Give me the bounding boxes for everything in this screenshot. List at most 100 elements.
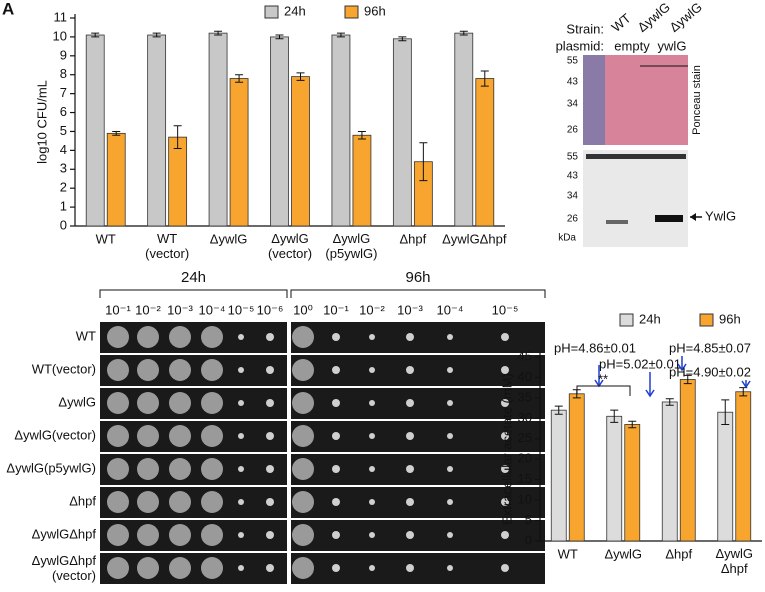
colony-spot	[266, 531, 274, 539]
colony-spot	[137, 557, 159, 579]
colony-spot	[292, 458, 314, 480]
blot-strain: WT	[608, 10, 633, 35]
spot-row	[100, 454, 287, 485]
colony-spot	[501, 399, 509, 407]
bar	[624, 424, 641, 542]
colony-spot	[292, 425, 314, 447]
dilution-label: 10⁻⁴	[199, 302, 226, 317]
bar	[331, 34, 351, 227]
bar	[454, 32, 474, 227]
arrowhead	[741, 380, 751, 389]
colony-spot	[447, 466, 453, 472]
colony-spot	[266, 399, 274, 407]
annotation: pH=4.86±0.01	[554, 340, 636, 355]
dilution-label: 10⁻⁵	[492, 302, 519, 317]
y-tick-label: 40	[518, 369, 532, 384]
colony-spot	[201, 326, 223, 348]
bar	[568, 393, 585, 542]
colony-spot	[369, 367, 375, 373]
dilution-label: 10⁻³	[397, 302, 423, 317]
colony-spot	[238, 367, 244, 373]
colony-spot	[501, 432, 509, 440]
bar	[106, 132, 126, 227]
annotation: pH=4.85±0.07	[669, 340, 751, 355]
colony-spot	[447, 433, 453, 439]
blot-strain-label: Strain:	[566, 21, 604, 36]
y-tick-label: 2	[60, 180, 67, 195]
colony-spot	[332, 432, 340, 440]
bar	[352, 134, 372, 227]
bar	[168, 136, 188, 227]
spot-assay	[100, 322, 545, 584]
y-tick-label: 0	[525, 532, 532, 547]
spot-row	[100, 322, 287, 353]
error-bar	[419, 142, 428, 182]
dilution-label: 10⁻¹	[105, 302, 131, 317]
annotation: **	[598, 371, 608, 386]
error-bar	[610, 409, 619, 423]
error-bar	[152, 32, 161, 38]
bar	[229, 78, 249, 227]
error-bar	[275, 34, 284, 40]
colony-spot	[332, 333, 340, 341]
colony-spot	[201, 458, 223, 480]
blot-strain: ΔywlG	[634, 0, 672, 35]
colony-spot	[406, 564, 414, 572]
colony-spot	[169, 326, 191, 348]
colony-spot	[292, 491, 314, 513]
bar	[661, 401, 678, 542]
legend-swatch	[619, 313, 634, 327]
colony-spot	[406, 465, 414, 473]
colony-spot	[332, 564, 340, 572]
blot-strain: ΔywlG	[666, 0, 704, 35]
colony-spot	[107, 524, 129, 546]
colony-spot	[369, 400, 375, 406]
marker-label: 55	[567, 56, 579, 67]
colony-spot	[266, 465, 274, 473]
arrowhead	[645, 389, 655, 398]
bar	[679, 379, 696, 542]
dilution-label: 10⁻²	[359, 302, 385, 317]
legend-swatch	[344, 5, 359, 19]
marker-label: 43	[567, 171, 579, 182]
colony-spot	[238, 499, 244, 505]
colony-spot	[406, 399, 414, 407]
colony-spot	[406, 333, 414, 341]
y-tick-label: 1	[60, 199, 67, 214]
strain-label: ΔywlGΔhpf	[32, 526, 97, 541]
colony-spot	[406, 366, 414, 374]
annotation: pH=4.90±0.02	[669, 364, 751, 379]
bar	[208, 32, 228, 227]
y-tick-label: 15	[518, 471, 532, 486]
colony-spot	[137, 524, 159, 546]
colony-spot	[137, 359, 159, 381]
annotation: pH=5.02±0.01	[599, 356, 681, 371]
y-tick-label: 10	[53, 28, 67, 43]
time-label: 24h	[181, 269, 206, 286]
colony-spot	[169, 524, 191, 546]
colony-spot	[137, 326, 159, 348]
colony-spot	[266, 564, 274, 572]
colony-spot	[447, 400, 453, 406]
bar	[270, 36, 289, 227]
colony-spot	[266, 333, 274, 341]
legend-label: 96h	[364, 3, 386, 18]
y-tick-label: 30	[518, 410, 532, 425]
colony-spot	[369, 433, 375, 439]
colony-spot	[292, 326, 314, 348]
colony-spot	[406, 432, 414, 440]
marker-lane	[583, 55, 605, 145]
colony-spot	[169, 392, 191, 414]
legend-label: 96h	[719, 311, 741, 326]
error-bar	[235, 74, 244, 83]
error-bar	[357, 130, 366, 140]
colony-spot	[447, 367, 453, 373]
x-tick-label: ΔywlG	[604, 546, 642, 561]
colony-spot	[369, 499, 375, 505]
colony-spot	[501, 498, 509, 506]
colony-spot	[238, 400, 244, 406]
error-bar	[554, 405, 563, 415]
colony-spot	[292, 359, 314, 381]
time-bracket	[290, 289, 546, 298]
